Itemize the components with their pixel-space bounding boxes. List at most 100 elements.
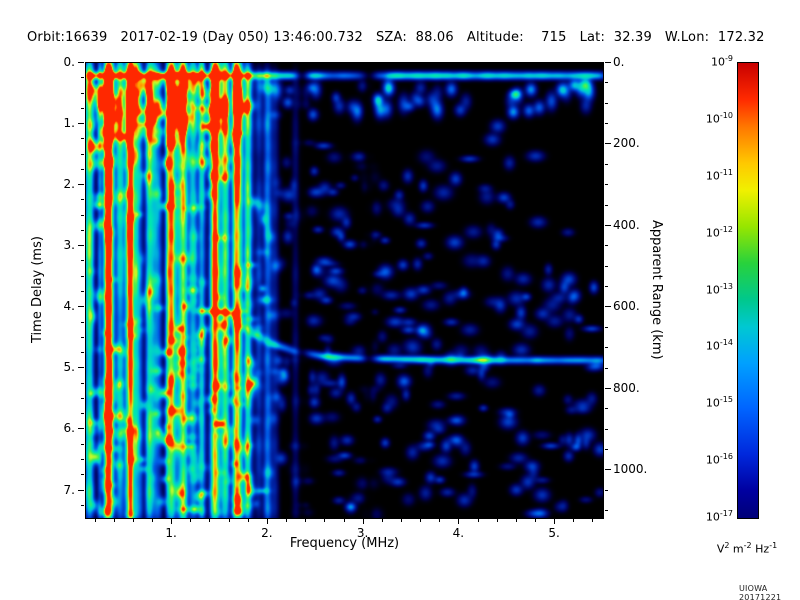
x-axis-minor-tick xyxy=(534,519,536,522)
y-axis-minor-tick xyxy=(81,260,84,262)
range-axis-minor-tick xyxy=(605,102,608,104)
colorbar-tick-label: 10-11 xyxy=(705,167,733,183)
unit-exponent: -2 xyxy=(743,541,752,550)
colorbar-tick-label: 10-14 xyxy=(705,338,733,354)
x-axis-minor-tick xyxy=(113,519,115,522)
y-axis-minor-tick xyxy=(81,474,84,476)
y-axis-tick xyxy=(78,428,84,430)
x-axis-minor-tick xyxy=(228,519,230,522)
range-axis-minor-tick xyxy=(605,326,608,328)
range-axis-minor-tick xyxy=(605,448,608,450)
x-axis-tick-label: 4. xyxy=(452,526,465,540)
y-axis-tick xyxy=(78,367,84,369)
range-axis-minor-tick xyxy=(605,163,608,165)
y-axis-tick xyxy=(78,245,84,247)
y-axis-minor-tick xyxy=(81,214,84,216)
colorbar-exponent: -10 xyxy=(719,110,733,120)
x-axis-minor-tick xyxy=(286,519,288,522)
range-axis-minor-tick xyxy=(605,489,608,491)
y-axis-minor-tick xyxy=(81,458,84,460)
y-axis-minor-tick xyxy=(81,504,84,506)
x-axis-tick-label: 5. xyxy=(548,526,560,540)
x-axis-minor-tick xyxy=(439,519,441,522)
y-axis-tick-label: 6. xyxy=(63,421,75,436)
x-axis-tick-label: 3. xyxy=(356,526,369,540)
y-axis-tick xyxy=(78,62,84,63)
colorbar-gradient xyxy=(738,63,758,518)
y-axis-tick-label: 4. xyxy=(63,299,75,314)
range-axis-tick xyxy=(605,143,611,145)
colorbar-unit-label: V2 m-2 Hz-1 xyxy=(716,541,778,556)
y-axis-minor-tick xyxy=(81,77,84,79)
range-axis-tick xyxy=(605,469,611,471)
colorbar-exponent: -17 xyxy=(719,509,733,518)
x-axis-minor-tick xyxy=(592,519,594,522)
x-axis-minor-tick xyxy=(324,519,326,522)
y-axis-tick-label: 1. xyxy=(63,116,75,131)
x-axis-tick xyxy=(458,519,460,524)
colorbar-tick-label: 10-16 xyxy=(705,452,733,467)
plot-area xyxy=(85,62,604,519)
y-axis-minor-tick xyxy=(81,382,84,384)
range-axis-minor-tick xyxy=(605,428,608,430)
range-axis-tick-label: 200. xyxy=(613,136,640,151)
y-axis-minor-tick xyxy=(81,153,84,155)
colorbar-exponent: -12 xyxy=(719,224,733,234)
range-axis-tick xyxy=(605,224,611,226)
y-axis-tick-label: 5. xyxy=(63,360,75,375)
range-axis-tick-label: 600. xyxy=(613,299,640,314)
observation-header: Orbit:16639 2017-02-19 (Day 050) 13:46:0… xyxy=(27,30,765,45)
range-axis-tick xyxy=(605,387,611,389)
x-axis-minor-tick xyxy=(152,519,154,522)
y-axis-minor-tick xyxy=(81,107,84,109)
y-axis-minor-tick xyxy=(81,138,84,140)
y-axis-minor-tick xyxy=(81,229,84,231)
x-axis-minor-tick xyxy=(400,519,402,522)
y-axis-minor-tick xyxy=(81,397,84,399)
x-axis-minor-tick xyxy=(496,519,498,522)
range-axis-tick-label: 400. xyxy=(613,217,640,232)
range-axis-tick-label: 1000. xyxy=(613,462,648,477)
y-axis-minor-tick xyxy=(81,291,84,293)
range-axis-minor-tick xyxy=(605,123,608,125)
y-axis-minor-tick xyxy=(81,168,84,170)
credit-label: UIOWA 20171221 xyxy=(739,584,782,600)
x-axis-minor-tick xyxy=(420,519,422,522)
colorbar-tick-label: 10-17 xyxy=(705,509,733,524)
colorbar-tick-label: 10-12 xyxy=(705,224,733,240)
colorbar-exponent: -14 xyxy=(719,338,733,348)
range-axis-minor-tick xyxy=(605,184,608,186)
range-axis-minor-tick xyxy=(605,204,608,206)
x-axis-tick xyxy=(554,519,556,524)
y-axis-tick-label: 0. xyxy=(63,55,75,69)
y-axis-minor-tick xyxy=(81,275,84,277)
x-axis-minor-tick xyxy=(515,519,517,522)
range-axis-minor-tick xyxy=(605,82,608,84)
unit-exponent: 2 xyxy=(724,541,730,550)
range-axis-tick xyxy=(605,62,611,63)
y-axis-tick xyxy=(78,184,84,186)
x-axis-minor-tick xyxy=(209,519,211,522)
range-axis-tick xyxy=(605,306,611,308)
y-axis-tick-label: 7. xyxy=(63,482,75,497)
y2-axis-title: Apparent Range (km) xyxy=(649,219,664,360)
range-axis-tick-label: 0. xyxy=(613,55,625,69)
y-axis-minor-tick xyxy=(81,443,84,445)
colorbar-tick-label: 10-10 xyxy=(705,110,733,126)
x-axis-tick xyxy=(171,519,173,524)
y-axis-minor-tick xyxy=(81,321,84,323)
y-axis-tick xyxy=(78,489,84,491)
colorbar-tick-label: 10-13 xyxy=(705,281,733,297)
colorbar xyxy=(737,62,759,519)
y-axis-tick-label: 3. xyxy=(63,238,75,253)
x-axis-minor-tick xyxy=(573,519,575,522)
range-axis-minor-tick xyxy=(605,510,608,512)
range-axis-minor-tick xyxy=(605,367,608,369)
range-axis-minor-tick xyxy=(605,245,608,247)
x-axis-tick xyxy=(362,519,364,524)
y-axis-minor-tick xyxy=(81,413,84,415)
x-axis-minor-tick xyxy=(247,519,249,522)
x-axis-title: Frequency (MHz) xyxy=(289,536,400,551)
colorbar-exponent: -13 xyxy=(719,281,733,291)
